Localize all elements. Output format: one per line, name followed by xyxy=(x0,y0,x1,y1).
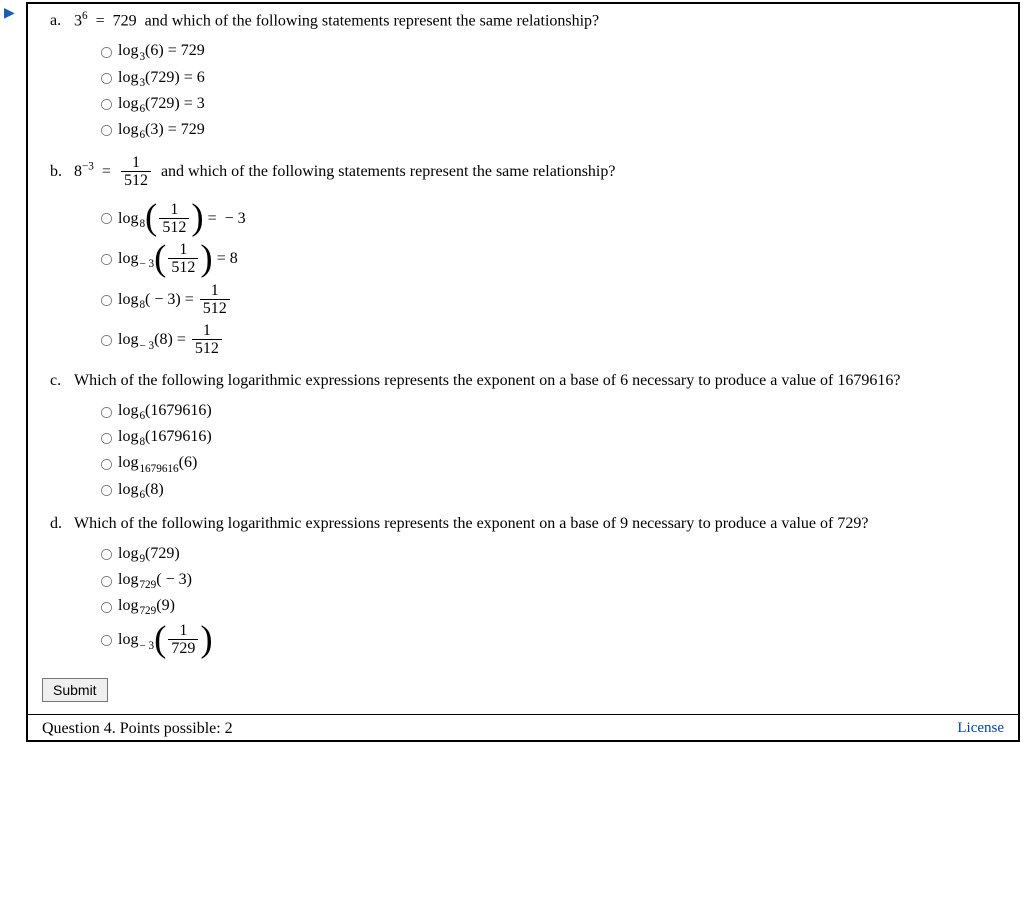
choice-radio[interactable] xyxy=(101,254,112,265)
question-container: a. 36 = 729 and which of the following s… xyxy=(26,2,1020,742)
part-d-choices: log9(729) log729( − 3) log729(9) log− 3(172… xyxy=(100,545,1004,658)
choice-math: log8(1512) = − 3 xyxy=(118,202,246,237)
choice-option[interactable]: log− 3(1512) = 8 xyxy=(100,242,1004,277)
choice-option[interactable]: log6(1679616) xyxy=(100,402,1004,422)
choice-math: log8( − 3) = 1512 xyxy=(118,283,232,318)
choice-option[interactable]: log3(729) = 6 xyxy=(100,69,1004,89)
choice-math: log3(729) = 6 xyxy=(118,69,205,89)
submit-button[interactable]: Submit xyxy=(42,678,108,702)
choice-option[interactable]: log6(729) = 3 xyxy=(100,95,1004,115)
choice-radio[interactable] xyxy=(101,125,112,136)
choice-math: log729( − 3) xyxy=(118,571,192,591)
part-c-label: c. xyxy=(50,372,74,390)
progress-indicator-icon: ▶ xyxy=(4,5,15,22)
choice-radio[interactable] xyxy=(101,549,112,560)
part-b: b. 8−3 = 1512 and which of the following… xyxy=(50,155,1004,358)
choice-radio[interactable] xyxy=(101,602,112,613)
choice-math: log1679616(6) xyxy=(118,454,197,474)
footer-bar: Question 4. Points possible: 2 License xyxy=(28,714,1018,740)
choice-option[interactable]: log− 3(8) = 1512 xyxy=(100,323,1004,358)
choice-option[interactable]: log729(9) xyxy=(100,597,1004,617)
choice-option[interactable]: log9(729) xyxy=(100,545,1004,565)
part-a: a. 36 = 729 and which of the following s… xyxy=(50,10,1004,141)
choice-math: log3(6) = 729 xyxy=(118,42,205,62)
part-d-question: Which of the following logarithmic expre… xyxy=(74,515,868,533)
choice-radio[interactable] xyxy=(101,635,112,646)
choice-radio[interactable] xyxy=(101,459,112,470)
choice-math: log− 3(1512) = 8 xyxy=(118,242,238,277)
choice-radio[interactable] xyxy=(101,295,112,306)
choice-math: log6(3) = 729 xyxy=(118,121,205,141)
choice-radio[interactable] xyxy=(101,407,112,418)
choice-math: log6(729) = 3 xyxy=(118,95,205,115)
part-b-question: 8−3 = 1512 and which of the following st… xyxy=(74,155,615,190)
choice-option[interactable]: log3(6) = 729 xyxy=(100,42,1004,62)
choice-radio[interactable] xyxy=(101,485,112,496)
part-d-label: d. xyxy=(50,515,74,533)
choice-option[interactable]: log8( − 3) = 1512 xyxy=(100,283,1004,318)
choice-math: log6(8) xyxy=(118,481,164,501)
choice-option[interactable]: log6(3) = 729 xyxy=(100,121,1004,141)
choice-math: log729(9) xyxy=(118,597,175,617)
license-link[interactable]: License xyxy=(957,720,1004,738)
choice-option[interactable]: log729( − 3) xyxy=(100,571,1004,591)
part-c-choices: log6(1679616) log8(1679616) log1679616(6) l… xyxy=(100,402,1004,501)
choice-radio[interactable] xyxy=(101,99,112,110)
choice-radio[interactable] xyxy=(101,433,112,444)
choice-option[interactable]: log− 3(1729) xyxy=(100,623,1004,658)
choice-option[interactable]: log8(1679616) xyxy=(100,428,1004,448)
choice-radio[interactable] xyxy=(101,576,112,587)
choice-radio[interactable] xyxy=(101,73,112,84)
part-c-question: Which of the following logarithmic expre… xyxy=(74,372,900,390)
part-b-label: b. xyxy=(50,163,74,181)
part-a-choices: log3(6) = 729 log3(729) = 6 log6(729) = 3 l… xyxy=(100,42,1004,141)
choice-option[interactable]: log6(8) xyxy=(100,481,1004,501)
question-info: Question 4. Points possible: 2 xyxy=(42,720,233,738)
choice-radio[interactable] xyxy=(101,47,112,58)
choice-math: log9(729) xyxy=(118,545,180,565)
choice-option[interactable]: log8(1512) = − 3 xyxy=(100,202,1004,237)
part-b-choices: log8(1512) = − 3 log− 3(1512) = 8 log8( − … xyxy=(100,202,1004,358)
part-a-label: a. xyxy=(50,12,74,30)
part-c: c. Which of the following logarithmic ex… xyxy=(50,372,1004,501)
choice-math: log− 3(8) = 1512 xyxy=(118,323,224,358)
part-a-question: 36 = 729 and which of the following stat… xyxy=(74,10,599,30)
choice-math: log6(1679616) xyxy=(118,402,212,422)
choice-math: log− 3(1729) xyxy=(118,623,213,658)
part-d: d. Which of the following logarithmic ex… xyxy=(50,515,1004,658)
choice-math: log8(1679616) xyxy=(118,428,212,448)
choice-radio[interactable] xyxy=(101,335,112,346)
choice-radio[interactable] xyxy=(101,213,112,224)
choice-option[interactable]: log1679616(6) xyxy=(100,454,1004,474)
